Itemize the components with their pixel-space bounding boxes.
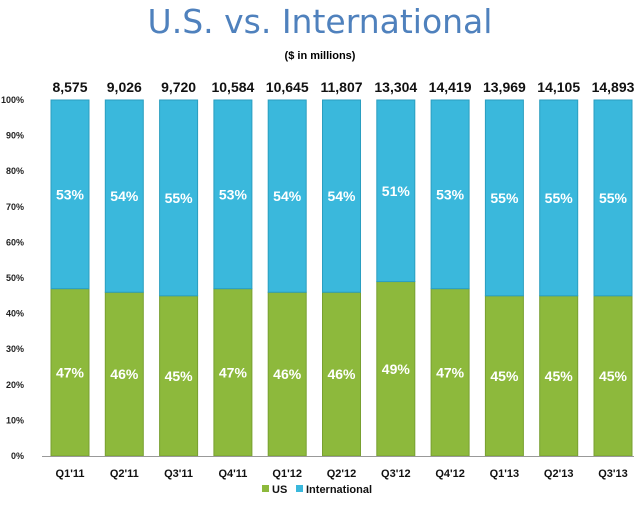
bar-value-label: 46% [110,366,139,382]
bar-international [104,99,144,293]
bar-value-label: 54% [273,188,302,204]
bar-value-label: 45% [165,368,194,384]
bar-value-label: 47% [436,364,465,380]
y-tick-label: 70% [6,202,24,212]
bar-value-label: 53% [436,186,465,202]
x-tick-label: Q3'13 [598,468,628,480]
bar-us [376,281,416,457]
bar-value-label: 45% [490,368,519,384]
bar-us [430,288,470,457]
x-tick-label: Q4'11 [218,468,247,480]
chart-subtitle: ($ in millions) [284,50,356,62]
bar-international [593,99,633,297]
x-tick-label: Q3'11 [164,468,193,480]
bar-value-label: 45% [599,368,628,384]
y-tick-label: 80% [6,166,24,176]
y-tick-label: 30% [6,344,24,354]
bar-us [267,291,307,457]
total-label: 9,720 [161,79,196,95]
bar-value-label: 46% [327,366,356,382]
x-tick-label: Q2'11 [110,468,139,480]
total-label: 14,105 [537,79,580,95]
bar-us [213,288,253,457]
y-tick-label: 90% [6,131,24,141]
y-tick-label: 20% [6,380,24,390]
legend-label: US [272,484,287,496]
y-tick-label: 40% [6,309,24,319]
bar-value-label: 54% [110,188,139,204]
bar-value-label: 47% [56,364,85,380]
bar-us [322,291,361,457]
total-label: 8,575 [52,79,87,95]
total-label: 14,893 [592,79,635,95]
bar-value-label: 53% [219,186,248,202]
x-tick-label: Q1'11 [56,468,85,480]
total-label: 11,807 [320,79,362,95]
y-tick-label: 60% [6,237,24,247]
legend-swatch-us [262,485,269,492]
bar-us [484,295,524,457]
bar-international [213,99,253,290]
y-tick-label: 100% [1,95,24,105]
x-tick-label: Q1'12 [272,468,302,480]
y-tick-label: 0% [11,451,24,461]
legend-label: International [306,484,372,496]
bar-value-label: 55% [545,190,574,206]
bar-value-label: 47% [219,364,248,380]
chart-title: U.S. vs. International [147,2,493,41]
bar-international [376,99,416,283]
bar-us [593,295,633,457]
total-label: 14,419 [429,79,472,95]
bar-international [50,99,90,290]
x-tick-label: Q2'13 [544,468,574,480]
bar-international [430,99,470,290]
bar-value-label: 55% [599,190,628,206]
bar-us [50,288,90,457]
bar-us [539,295,579,457]
total-label: 10,584 [211,79,254,95]
total-label: 10,645 [266,79,309,95]
x-tick-label: Q2'12 [327,468,357,480]
bar-international [267,99,307,293]
y-tick-label: 50% [6,273,24,283]
bar-value-label: 55% [165,190,194,206]
bar-international [159,99,199,297]
total-label: 9,026 [107,79,142,95]
bar-value-label: 45% [545,368,574,384]
bar-value-label: 54% [327,188,356,204]
total-label: 13,304 [374,79,417,95]
bar-value-label: 51% [382,183,411,199]
bar-value-label: 49% [382,361,411,377]
x-tick-label: Q1'13 [490,468,520,480]
y-tick-label: 10% [6,415,24,425]
legend-swatch-international [296,485,303,492]
bar-value-label: 55% [490,190,519,206]
total-label: 13,969 [483,79,526,95]
bar-value-label: 53% [56,186,85,202]
bar-international [322,99,361,293]
bar-international [539,99,579,297]
bar-value-label: 46% [273,366,302,382]
x-tick-label: Q4'12 [435,468,465,480]
bar-international [484,99,524,297]
x-tick-label: Q3'12 [381,468,411,480]
